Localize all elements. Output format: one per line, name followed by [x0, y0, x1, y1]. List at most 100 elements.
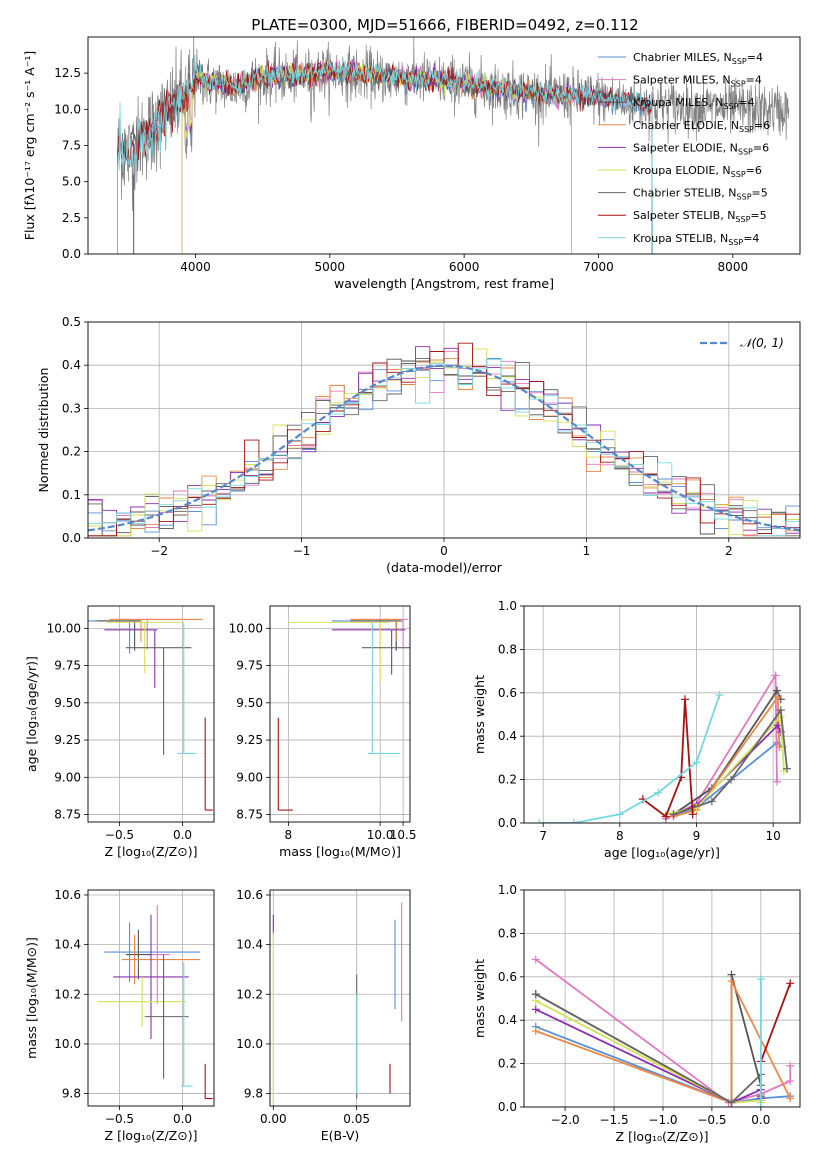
- y-tick-label: 0.4: [498, 729, 517, 743]
- figure-title: PLATE=0300, MJD=51666, FIBERID=0492, z=0…: [251, 16, 638, 34]
- x-axis-label: (data-model)/error: [386, 560, 503, 575]
- panel-mass_vs_EBV: 0.00 0.05 9.8 10.0 10.2 10.4 10.6 E(B-V): [236, 888, 411, 1143]
- panel-residuals: −2 −1 0 1 2 0.0 0.1 0.2 0.3 0.4 0.5 (data-model)/er…: [36, 315, 801, 575]
- y-tick-label: 0.0: [498, 816, 517, 830]
- series-marker-chabrier_stelib: [727, 775, 735, 784]
- x-tick-label: 9: [693, 829, 701, 843]
- plot-area-mass_weight_vs_age: [524, 606, 800, 823]
- y-tick-label: 9.00: [236, 770, 263, 784]
- series-marker-salpeter_miles: [786, 1076, 795, 1085]
- y-axis-label: mass weight: [472, 959, 487, 1038]
- plot-area-mass_vs_EBV: [270, 890, 410, 1106]
- y-tick-label: 10.2: [236, 987, 263, 1001]
- series-marker-chabrier_stelib: [727, 1098, 736, 1107]
- series-marker-salpeter_stelib: [661, 812, 670, 821]
- y-tick-label: 10.00: [47, 621, 81, 635]
- histogram-kroupa_stelib: [88, 358, 800, 537]
- series-marker-kroupa_stelib: [569, 819, 578, 823]
- y-tick-label: 8.75: [236, 808, 263, 822]
- series-marker-chabrier_elodie: [531, 1027, 540, 1036]
- series-marker-salpeter_stelib: [681, 695, 689, 704]
- series-marker-kroupa_stelib: [715, 690, 724, 699]
- series-marker-salpeter_miles: [786, 1061, 795, 1070]
- y-tick-label: 9.75: [54, 659, 81, 673]
- series-marker-salpeter_miles: [773, 777, 781, 786]
- legend-label: Chabrier STELIB, NSSP=5: [633, 187, 768, 202]
- series-marker-chabrier_elodie: [786, 1094, 795, 1103]
- y-tick-label: 0.0: [62, 247, 81, 261]
- series-marker-chabrier_stelib: [782, 764, 791, 773]
- x-tick-label: 10.0: [367, 828, 394, 842]
- series-marker-chabrier_stelib: [707, 797, 716, 806]
- series-marker-salpeter_elodie: [531, 1005, 540, 1014]
- axes-frame: [269, 605, 411, 823]
- y-tick-label: 9.50: [236, 696, 263, 710]
- axes-frame: [87, 605, 215, 823]
- panel-mass_vs_Z: −0.5 0.0 9.8 10.0 10.2 10.4 10.6 Z [log₁₀(Z/Z⊙)…: [24, 888, 215, 1143]
- panels: 4000 5000 6000 7000 80000.02.55.07.510.012.5…: [22, 36, 801, 1144]
- series-marker-chabrier_stelib: [776, 706, 785, 715]
- y-tick-label: 10.6: [236, 888, 263, 902]
- panel-mass_weight_vs_age: 7 8 9 10 0.0 0.2 0.4 0.6 0.8 1.0 age [log₁₀(age/yr…: [472, 599, 801, 860]
- axes-frame: [87, 889, 215, 1107]
- x-tick-label: 0.0: [173, 828, 192, 842]
- y-tick-label: 7.5: [62, 139, 81, 153]
- legend-label: Salpeter ELODIE, NSSP=6: [633, 141, 769, 156]
- histogram-chabrier_elodie: [88, 357, 800, 537]
- y-axis-label: mass [log₁₀(M/M⊙)]: [24, 937, 39, 1059]
- x-axis-label: Z [log₁₀(Z/Z⊙)]: [105, 844, 198, 859]
- y-tick-label: 9.25: [54, 733, 81, 747]
- x-tick-label: 10: [766, 829, 781, 843]
- x-tick-label: 0.0: [751, 1113, 770, 1127]
- y-tick-label: 0.2: [498, 773, 517, 787]
- y-tick-label: 10.00: [229, 621, 263, 635]
- legend-label: Chabrier ELODIE, NSSP=6: [633, 119, 770, 134]
- x-tick-label: −0.5: [105, 1112, 134, 1126]
- y-tick-label: 0.6: [498, 686, 517, 700]
- plot-area-age_vs_mass: [270, 606, 410, 822]
- y-tick-label: 0.1: [62, 488, 81, 502]
- y-tick-label: 10.6: [54, 888, 81, 902]
- x-tick-label: 0.05: [343, 1112, 370, 1126]
- legend-label: Salpeter STELIB, NSSP=5: [633, 209, 767, 224]
- series-marker-salpeter_stelib: [786, 979, 795, 988]
- legend-label: Kroupa STELIB, NSSP=4: [633, 232, 759, 247]
- y-tick-label: 9.8: [244, 1087, 263, 1101]
- spectrum-model-kroupa_stelib: [117, 54, 653, 254]
- x-axis-label: Z [log₁₀(Z/Z⊙)]: [616, 1129, 709, 1144]
- y-tick-label: 0.8: [498, 642, 517, 656]
- series-line-kroupa_stelib: [539, 694, 721, 823]
- spectrum-legend: Chabrier MILES, NSSP=4 Salpeter MILES, NS…: [598, 51, 770, 247]
- x-tick-label: 4000: [180, 260, 211, 274]
- axes-frame: [269, 889, 411, 1107]
- x-tick-label: 7: [539, 829, 547, 843]
- y-tick-label: 10.0: [236, 1037, 263, 1051]
- y-tick-label: 10.2: [54, 987, 81, 1001]
- y-tick-label: 0.4: [498, 1013, 517, 1027]
- histogram-chabrier_stelib: [88, 357, 800, 537]
- x-tick-label: 0: [440, 544, 448, 558]
- x-tick-label: 7000: [583, 260, 614, 274]
- y-tick-label: 0.0: [498, 1100, 517, 1114]
- y-tick-label: 0.2: [498, 1057, 517, 1071]
- y-axis-label: age [log₁₀(age/yr)]: [24, 656, 39, 772]
- series-marker-kroupa_miles: [773, 686, 781, 695]
- x-tick-label: 10.5: [390, 828, 417, 842]
- x-tick-label: −0.5: [105, 828, 134, 842]
- x-tick-label: −0.5: [697, 1113, 726, 1127]
- axes-frame: [523, 889, 801, 1108]
- gaussian-curve: [88, 364, 800, 532]
- y-tick-label: 8.75: [54, 808, 81, 822]
- series-marker-kroupa_stelib: [535, 819, 544, 823]
- y-tick-label: 10.4: [54, 938, 81, 952]
- series-marker-kroupa_stelib: [756, 1103, 765, 1107]
- x-tick-label: 8: [285, 828, 293, 842]
- legend-label-gauss: 𝒩(0, 1): [740, 336, 784, 350]
- x-axis-label: wavelength [Angstrom, rest frame]: [334, 276, 554, 291]
- y-tick-label: 0.6: [498, 970, 517, 984]
- x-axis-label: age [log₁₀(age/yr)]: [604, 845, 720, 860]
- x-tick-label: 0.00: [260, 1112, 287, 1126]
- legend-label: Kroupa MILES, NSSP=4: [633, 96, 755, 111]
- x-axis-label: Z [log₁₀(Z/Z⊙)]: [105, 1128, 198, 1143]
